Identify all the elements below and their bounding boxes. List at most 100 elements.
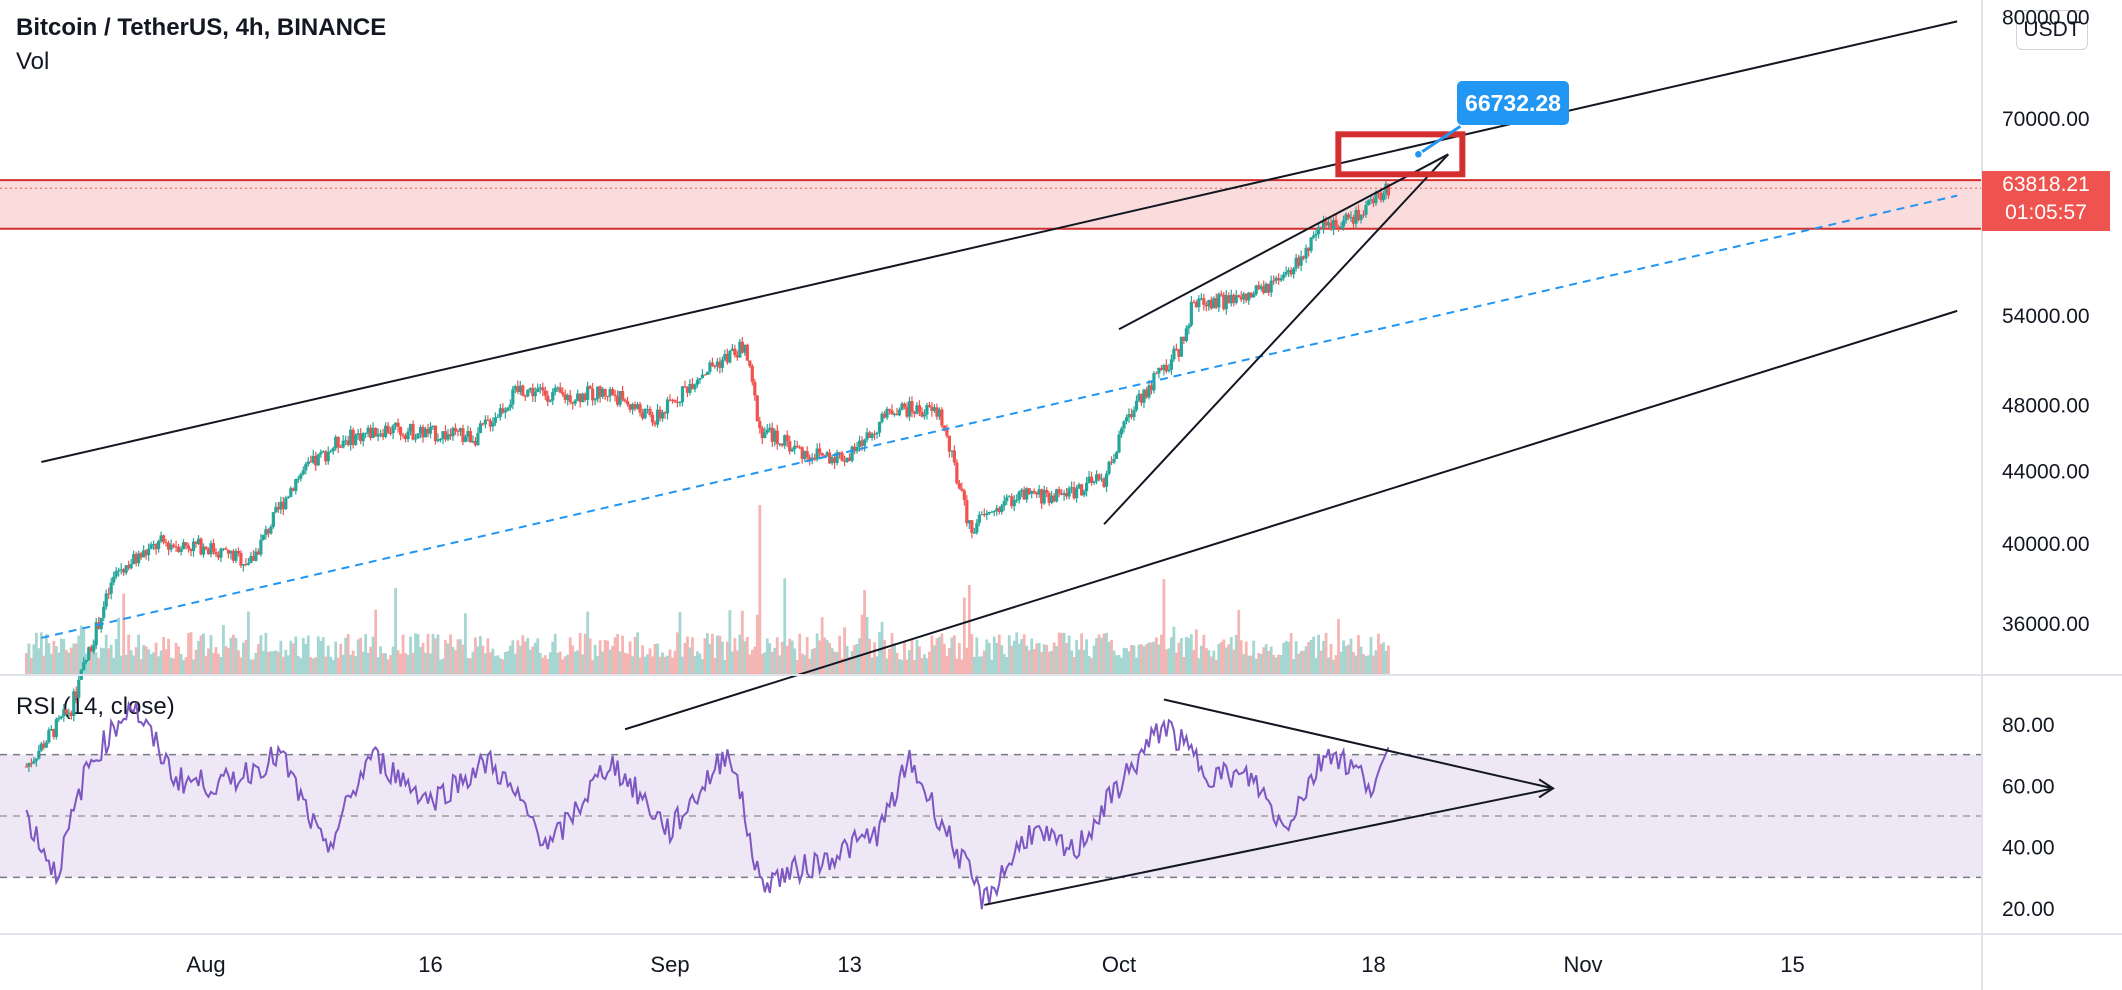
candle-body (1139, 393, 1144, 403)
volume-bar (1030, 638, 1034, 675)
candle-body (1356, 210, 1361, 220)
volume-bar (179, 653, 183, 675)
volume-bar (913, 659, 916, 675)
volume-bar (893, 643, 896, 675)
currency-button[interactable]: USDT (2016, 10, 2088, 50)
volume-bar (598, 640, 602, 675)
volume-bar (785, 645, 789, 675)
volume-bar (147, 649, 151, 675)
volume-bar (371, 636, 375, 675)
candle-body (925, 405, 929, 415)
volume-bar (1327, 657, 1330, 675)
volume-bar (97, 658, 101, 675)
volume-bar (281, 656, 285, 675)
volume-bar (464, 613, 467, 675)
volume-bar (344, 637, 348, 675)
volume-bar (483, 653, 487, 675)
candle-body (69, 712, 73, 717)
candle-body (608, 389, 612, 397)
candle-body (1102, 478, 1106, 487)
volume-bar (997, 634, 1001, 675)
volume-bar (1127, 651, 1131, 675)
volume-bar (815, 633, 819, 675)
volume-bar (419, 647, 422, 675)
candle-body (473, 440, 478, 446)
volume-bar (92, 639, 96, 675)
volume-bar (696, 651, 699, 675)
candle-body (441, 431, 445, 439)
volume-bar (972, 656, 976, 675)
volume-bar (74, 643, 78, 675)
volume-bar (626, 653, 629, 675)
volume-bar (718, 635, 722, 675)
volume-bar (134, 647, 138, 675)
volume-bar (162, 636, 165, 675)
volume-bar (112, 657, 116, 675)
volume-bar (583, 633, 587, 675)
volume-bar (965, 647, 969, 675)
candle-body (321, 451, 325, 453)
price-axis-label: 36000.00 (2002, 613, 2090, 636)
volume-bar (122, 593, 126, 675)
volume-bar (334, 641, 338, 675)
rsi-axis-label: 40.00 (2002, 837, 2055, 860)
volume-bar (1027, 650, 1031, 675)
volume-bar (1097, 634, 1101, 675)
volume-bar (923, 654, 926, 675)
candle-body (1045, 489, 1049, 494)
candle-body (588, 386, 592, 389)
candle-body (1299, 256, 1303, 266)
volume-bar (259, 635, 263, 675)
candle-body (169, 544, 173, 550)
candle-body (793, 445, 797, 450)
candle-body (1015, 499, 1019, 501)
candle-body (1107, 461, 1111, 474)
volume-bar (366, 652, 370, 675)
candle-body (825, 452, 829, 456)
candle-body (483, 419, 487, 425)
volume-bar (79, 625, 83, 675)
candle-body (1070, 487, 1074, 489)
candle-body (39, 743, 43, 751)
volume-bar (1017, 643, 1021, 675)
candle-body (912, 411, 917, 414)
candle-body (650, 414, 655, 423)
candle-body (680, 386, 685, 403)
candle-body (62, 709, 66, 717)
time-axis-label: 13 (837, 952, 861, 977)
candle-body (471, 440, 475, 443)
candle-body (867, 432, 872, 438)
candle-body (1257, 285, 1261, 289)
volume-bar (1227, 644, 1231, 675)
rsi-wedge-upper (1163, 698, 1554, 790)
volume-bar (1182, 656, 1186, 675)
candle-body (1272, 280, 1276, 282)
candle-body (568, 395, 572, 402)
candle-body (84, 659, 88, 663)
target-price-callout[interactable]: 66732.28 (1457, 81, 1569, 125)
candle-body (895, 413, 899, 416)
volume-bar (568, 637, 572, 675)
candle-body (823, 455, 827, 457)
volume-bar (977, 656, 981, 675)
candle-body (1157, 367, 1161, 374)
candle-body (526, 389, 530, 397)
candle-body (129, 563, 133, 569)
volume-bar (1145, 644, 1148, 675)
volume-bar (1277, 654, 1281, 675)
candle-body (311, 455, 315, 463)
candle-body (855, 446, 859, 452)
candle-body (481, 423, 485, 425)
volume-bar (1055, 646, 1059, 675)
candle-body (436, 439, 440, 442)
volume-bar (296, 655, 300, 675)
volume-bar (553, 633, 557, 675)
volume-bar (346, 633, 350, 675)
volume-bar (336, 657, 340, 675)
volume-bar (788, 638, 792, 675)
volume-bar (207, 648, 210, 675)
volume-bar (1032, 649, 1036, 675)
candle-body (37, 750, 41, 759)
volume-bar (1194, 629, 1198, 675)
